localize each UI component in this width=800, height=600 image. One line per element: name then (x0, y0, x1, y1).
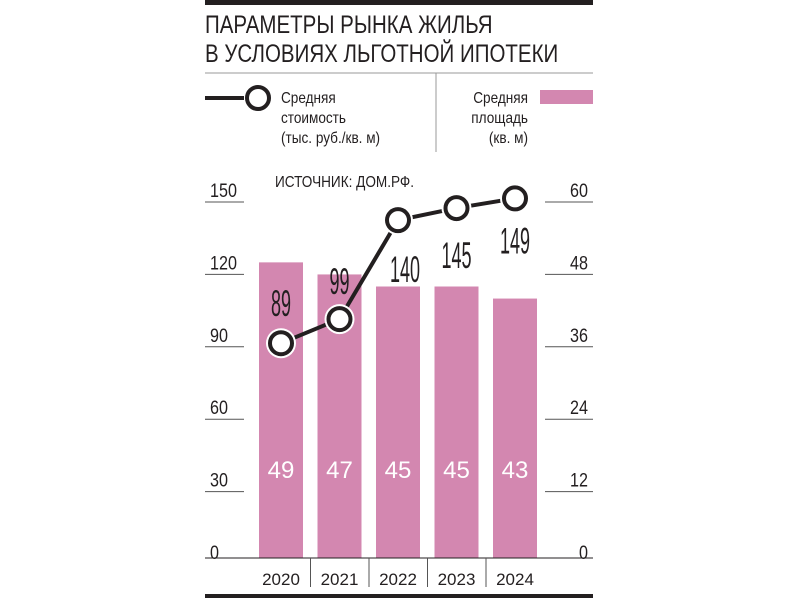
legend-line: Средняя стоимость (тыс. руб./кв. м) (205, 85, 380, 147)
bar-2020 (259, 262, 303, 558)
line-value-label: 140 (390, 249, 420, 291)
legend-line-label-3: (тыс. руб./кв. м) (281, 130, 380, 147)
chart-title-line-2: В УСЛОВИЯХ ЛЬГОТНОЙ ИПОТЕКИ (205, 39, 558, 67)
line-point-marker (385, 207, 411, 234)
left-axis-tick-label: 150 (210, 180, 237, 202)
bar-2024 (493, 298, 537, 558)
line-point-marker (443, 195, 470, 222)
bar-value-label: 45 (385, 457, 412, 484)
bar-value-label: 47 (326, 457, 353, 484)
line-value-label: 145 (441, 235, 471, 277)
source-note: ИСТОЧНИК: ДОМ.РФ. (275, 174, 414, 191)
legend-bar-label-1: Средняя (473, 90, 528, 107)
left-axis-tick-label: 120 (210, 252, 237, 274)
line-point-marker (268, 330, 294, 357)
legend-bar-swatch (540, 90, 593, 104)
x-axis-category-label: 2022 (379, 570, 417, 589)
left-axis-tick-label: 30 (210, 469, 228, 491)
bar-value-label: 45 (443, 457, 470, 484)
line-value-label: 89 (271, 283, 291, 325)
line-value-label: 149 (500, 220, 530, 262)
legend-line-label-1: Средняя (281, 90, 336, 107)
left-axis-tick-label: 90 (210, 325, 228, 347)
x-axis-category-label: 2023 (438, 570, 476, 589)
right-axis-tick-label: 24 (570, 397, 588, 419)
line-point-marker (502, 185, 528, 212)
bar-value-label: 43 (502, 457, 529, 484)
legend-line-label-2: стоимость (281, 110, 346, 127)
x-axis-category-label: 2021 (321, 570, 359, 589)
bar-2023 (434, 286, 479, 558)
right-axis-tick-label: 12 (570, 469, 588, 491)
chart-title-line-1: ПАРАМЕТРЫ РЫНКА ЖИЛЬЯ (205, 10, 493, 38)
right-axis-tick-label: 0 (579, 542, 588, 564)
line-value-label: 99 (329, 261, 349, 303)
bar-value-label: 49 (268, 457, 295, 484)
top-rule (205, 0, 593, 5)
bottom-rule (205, 594, 593, 598)
legend-bar: Средняя площадь (кв. м) (471, 90, 593, 147)
x-axis-category-label: 2024 (496, 570, 534, 589)
left-axis-tick-label: 60 (210, 397, 228, 419)
legend-bar-label-3: (кв. м) (489, 130, 528, 147)
right-axis-tick-label: 48 (570, 252, 588, 274)
right-axis-tick-label: 36 (570, 325, 588, 347)
left-axis-tick-label: 0 (210, 542, 219, 564)
x-axis-category-label: 2020 (262, 570, 300, 589)
bar-2022 (376, 286, 420, 558)
line-point-marker (326, 306, 353, 333)
right-axis-tick-label: 60 (570, 180, 588, 202)
legend-bar-label-2: площадь (471, 110, 528, 127)
legend-circle-marker (245, 85, 271, 111)
